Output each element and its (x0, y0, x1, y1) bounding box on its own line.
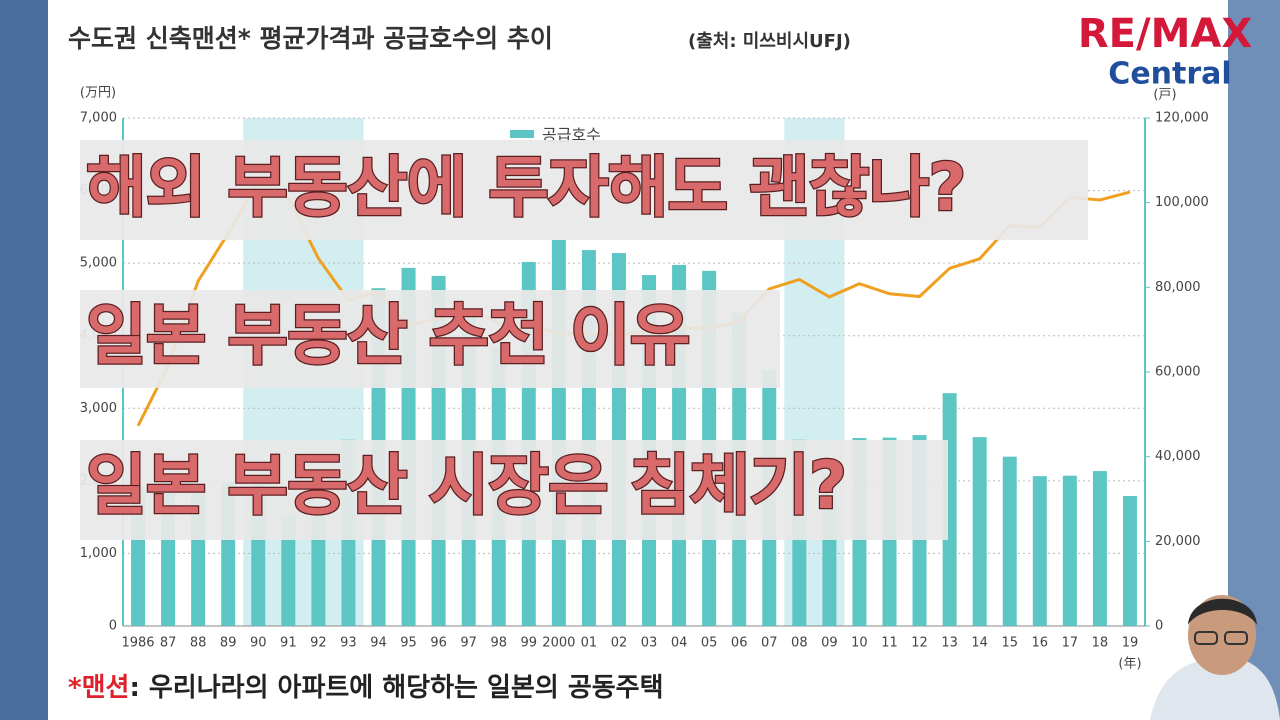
overlay: 해외 부동산에 투자해도 괜찮나? 일본 부동산 추천 이유 일본 부동산 시장… (80, 140, 1088, 540)
y2-tick-label: 120,000 (1155, 111, 1209, 126)
x-tick-label: 19 (1122, 636, 1139, 651)
y-tick-label: 5,000 (80, 256, 117, 271)
y2-tick-label: 20,000 (1155, 534, 1201, 549)
presenter-hair (1188, 598, 1257, 625)
y-tick-label: 1,000 (80, 546, 117, 561)
y2-tick-label: 60,000 (1155, 365, 1201, 380)
x-tick-label: 15 (1001, 636, 1018, 651)
y2-tick-label: 0 (1155, 619, 1163, 634)
headline: 일본 부동산 추천 이유 (86, 297, 689, 374)
logo-office: Central (1108, 57, 1231, 92)
bar (1092, 471, 1107, 626)
presenter-body (1150, 655, 1280, 720)
x-tick-label: 05 (701, 636, 718, 651)
footnote: *맨션: 우리나라의 아파트에 해당하는 일본의 공동주택 (68, 673, 664, 703)
presenter-glasses (1194, 631, 1218, 645)
y2-tick-label: 80,000 (1155, 280, 1201, 295)
x-tick-label: 16 (1032, 636, 1049, 651)
bar (972, 437, 987, 626)
x-tick-label: 87 (160, 636, 177, 651)
x-tick-label: 01 (581, 636, 598, 651)
x-tick-label: 08 (791, 636, 808, 651)
y2-tick-label: 100,000 (1155, 195, 1209, 210)
headline: 일본 부동산 시장은 침체기? (86, 447, 846, 524)
overlay-band (80, 440, 948, 540)
y-tick-label: 7,000 (80, 111, 117, 126)
chart-title: 수도권 신축맨션* 평균가격과 공급호수의 추이 (68, 24, 553, 53)
overlay-band (80, 290, 780, 388)
bar (1002, 456, 1017, 626)
x-tick-label: 09 (821, 636, 838, 651)
y-tick-label: 3,000 (80, 401, 117, 416)
x-tick-label: 07 (761, 636, 778, 651)
x-tick-label: 92 (310, 636, 327, 651)
chart-subtitle: (출처: 미쓰비시UFJ) (688, 31, 851, 52)
x-tick-label: 14 (971, 636, 988, 651)
x-tick-label: 97 (460, 636, 477, 651)
presenter-glasses (1224, 631, 1248, 645)
x-tick-label: 02 (611, 636, 628, 651)
bar (1122, 496, 1137, 626)
y-tick-label: 0 (109, 619, 117, 634)
x-tick-label: 10 (851, 636, 868, 651)
x-tick-label: 1986 (121, 636, 154, 651)
x-tick-label: 2000 (542, 636, 575, 651)
x-tick-label: 95 (400, 636, 417, 651)
x-tick-label: 99 (521, 636, 538, 651)
x-tick-label: 18 (1092, 636, 1109, 651)
x-tick-label: 17 (1062, 636, 1079, 651)
x-tick-label: 93 (340, 636, 357, 651)
logo-brand: RE/MAX (1078, 11, 1252, 57)
x-axis-label: (年) (1118, 657, 1141, 672)
x-tick-label: 94 (370, 636, 387, 651)
x-tick-label: 12 (911, 636, 928, 651)
y-axis-label: (万円) (80, 86, 116, 101)
legend-label: 공급호수 (542, 126, 601, 145)
headline: 해외 부동산에 투자해도 괜찮나? (86, 149, 966, 226)
presenter-head (1188, 595, 1256, 675)
x-tick-label: 91 (280, 636, 297, 651)
overlay-band (80, 140, 1088, 240)
x-tick-label: 96 (430, 636, 447, 651)
bar (281, 515, 296, 626)
x-tick-label: 06 (731, 636, 748, 651)
x-tick-label: 03 (641, 636, 658, 651)
footnote-text: : 우리나라의 아파트에 해당하는 일본의 공동주택 (129, 673, 663, 703)
x-tick-label: 89 (220, 636, 237, 651)
bar (1062, 475, 1077, 626)
footnote-mark: *맨션 (68, 673, 129, 703)
x-tick-label: 13 (941, 636, 958, 651)
bar (1032, 476, 1047, 626)
x-tick-label: 98 (490, 636, 507, 651)
presenter (1150, 595, 1280, 720)
x-tick-label: 04 (671, 636, 688, 651)
y2-tick-label: 40,000 (1155, 449, 1201, 464)
x-tick-label: 88 (190, 636, 207, 651)
x-tick-label: 11 (881, 636, 898, 651)
legend-swatch (510, 130, 534, 138)
x-tick-label: 90 (250, 636, 267, 651)
y2-axis-label: (戸) (1153, 88, 1176, 103)
